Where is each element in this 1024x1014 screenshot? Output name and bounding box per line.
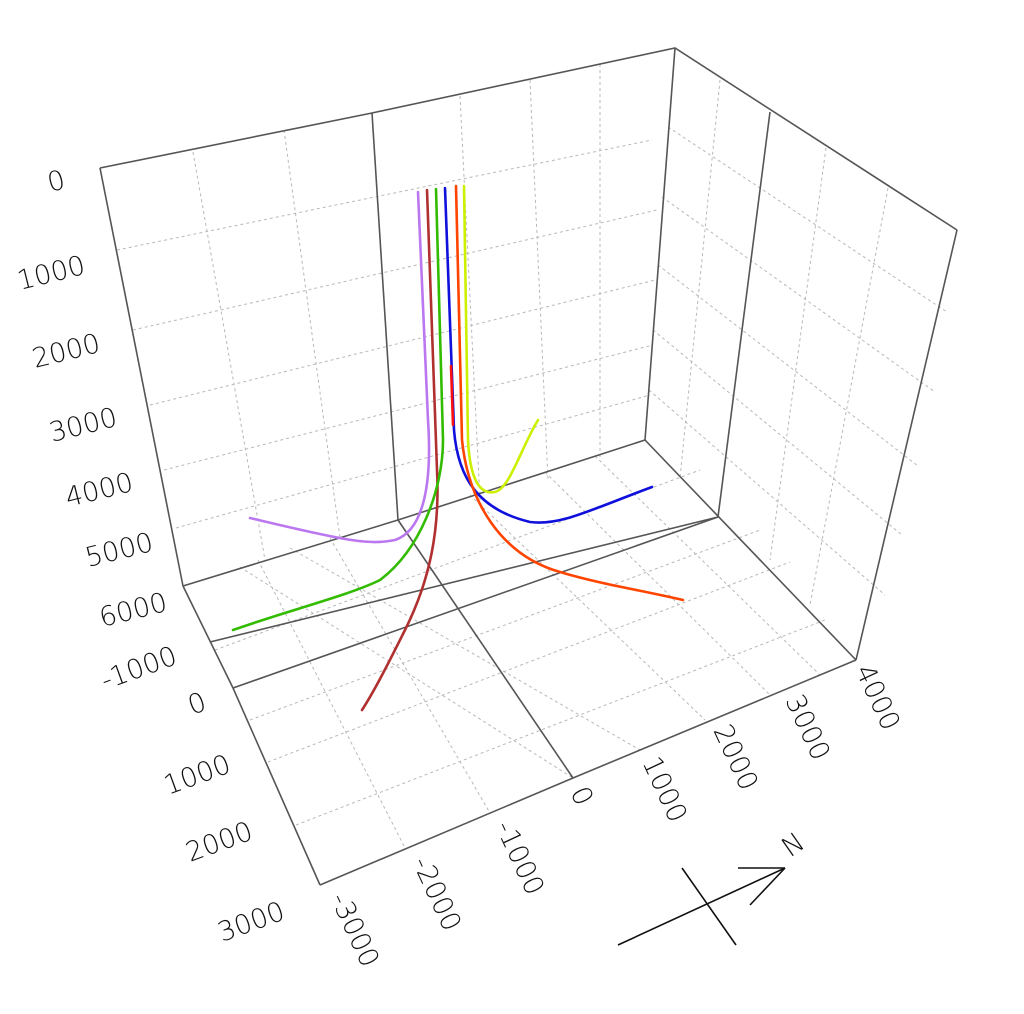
x-tick: -1000 [489,816,550,900]
depth-tick: 5000 [82,527,156,574]
depth-tick: 3000 [46,402,120,449]
x-tick: -2000 [406,852,467,936]
well-green [231,187,445,632]
x-tick: 2000 [707,720,764,795]
x-tick: 4000 [849,660,906,735]
depth-tick: 1000 [14,250,88,297]
well-blue-highlight [449,364,455,427]
well-blue [443,186,654,524]
y-tick: 3000 [214,896,289,949]
y-axis-labels: -1000 0 1000 2000 3000 [97,641,289,949]
y-tick: -1000 [97,641,181,697]
depth-tick: 0 [44,165,68,199]
well-trajectories [231,184,685,712]
depth-tick: 6000 [96,587,170,634]
depth-tick: 4000 [62,467,136,514]
x-tick: 1000 [636,752,693,827]
well-purple [248,190,431,544]
well-brown [360,188,439,712]
plot-frame [99,47,958,886]
x-tick: 0 [564,782,599,811]
grid-lines [116,64,948,849]
x-tick: 3000 [779,690,836,765]
well-lime [462,184,540,494]
depth-axis-labels: 0 1000 2000 3000 4000 5000 6000 [14,165,170,634]
y-tick: 1000 [160,749,235,802]
well-orange [454,184,685,602]
north-arrow-icon: N [617,827,811,946]
y-tick: 2000 [182,816,257,869]
x-tick: -3000 [324,888,385,972]
depth-tick: 2000 [29,328,103,375]
north-label: N [776,827,810,864]
x-axis-labels: -3000 -2000 -1000 0 1000 2000 3000 4000 [324,660,906,972]
y-tick: 0 [184,687,211,722]
